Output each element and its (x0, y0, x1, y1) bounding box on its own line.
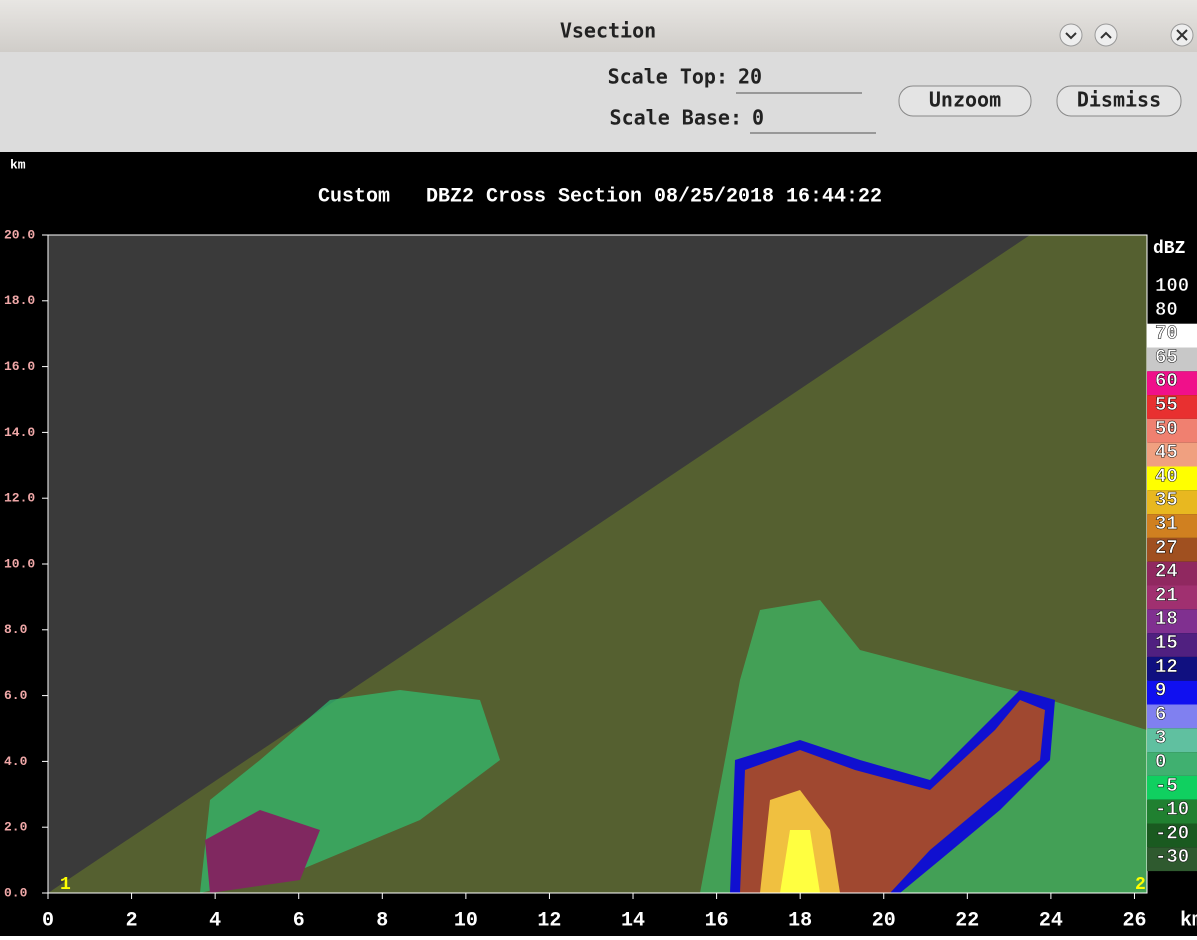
colorbar-label: 100 (1155, 275, 1189, 297)
x-tick-label: 12 (537, 909, 561, 932)
x-tick-label: 20 (872, 909, 896, 932)
y-tick-label: 18.0 (4, 293, 35, 308)
y-unit: km (10, 157, 26, 172)
x-unit: km (1180, 909, 1197, 932)
colorbar-label: 3 (1155, 727, 1166, 749)
y-tick-label: 14.0 (4, 425, 35, 440)
x-tick-label: 8 (376, 909, 388, 932)
scale-top-label: Scale Top: (608, 65, 728, 89)
colorbar-label: 70 (1155, 323, 1178, 345)
screen: Vsection Scale Top: 20 Scale Base: 0 Unz… (0, 0, 1197, 936)
colorbar-label: -10 (1155, 799, 1189, 821)
colorbar-label: 6 (1155, 703, 1166, 725)
x-tick-label: 24 (1039, 909, 1063, 932)
scale-base-input[interactable]: 0 (752, 106, 764, 130)
y-tick-label: 0.0 (4, 885, 28, 900)
y-tick-label: 8.0 (4, 622, 28, 637)
colorbar-label: 40 (1155, 465, 1178, 487)
colorbar-label: 24 (1155, 561, 1178, 583)
colorbar-label: 55 (1155, 394, 1178, 416)
colorbar-label: 27 (1155, 537, 1178, 559)
y-tick-label: 4.0 (4, 754, 28, 769)
x-tick-label: 10 (454, 909, 478, 932)
colorbar-label: 80 (1155, 299, 1178, 321)
window-title: Vsection (560, 19, 656, 43)
x-tick-label: 26 (1122, 909, 1146, 932)
x-tick-label: 22 (955, 909, 979, 932)
button-label[interactable]: Dismiss (1077, 88, 1161, 112)
y-tick-label: 12.0 (4, 491, 35, 506)
button-label[interactable]: Unzoom (929, 88, 1001, 112)
x-tick-label: 0 (42, 909, 54, 932)
x-tick-label: 4 (209, 909, 221, 932)
x-tick-label: 14 (621, 909, 645, 932)
colorbar-label: 31 (1155, 513, 1178, 535)
x-tick-label: 2 (126, 909, 138, 932)
scale-top-input[interactable]: 20 (738, 65, 762, 89)
colorbar-label: 15 (1155, 632, 1178, 654)
colorbar-title: dBZ (1153, 239, 1185, 259)
x-tick-label: 16 (705, 909, 729, 932)
minimize-button[interactable] (1060, 24, 1082, 46)
colorbar-label: 65 (1155, 346, 1178, 368)
colorbar-label: -20 (1155, 822, 1189, 844)
x-tick-label: 6 (293, 909, 305, 932)
colorbar-label: 0 (1155, 751, 1166, 773)
scale-base-label: Scale Base: (610, 106, 742, 130)
colorbar-label: 9 (1155, 680, 1166, 702)
maximize-button[interactable] (1095, 24, 1117, 46)
y-tick-label: 20.0 (4, 227, 35, 242)
colorbar-label: -30 (1155, 846, 1189, 868)
y-tick-label: 10.0 (4, 556, 35, 571)
colorbar-label: 12 (1155, 656, 1178, 678)
colorbar-label: 21 (1155, 584, 1178, 606)
plot-title: Custom DBZ2 Cross Section 08/25/2018 16:… (318, 185, 882, 208)
endpoint-marker: 2 (1135, 875, 1146, 895)
y-tick-label: 6.0 (4, 688, 28, 703)
colorbar-label: 50 (1155, 418, 1178, 440)
page: Vsection Scale Top: 20 Scale Base: 0 Unz… (0, 0, 1197, 936)
colorbar-label: 45 (1155, 442, 1178, 464)
colorbar-label: -5 (1155, 775, 1178, 797)
y-tick-label: 16.0 (4, 359, 35, 374)
colorbar-label: 60 (1155, 370, 1178, 392)
x-tick-label: 18 (788, 909, 812, 932)
radar-field (48, 235, 1147, 893)
y-tick-label: 2.0 (4, 820, 28, 835)
colorbar-label: 18 (1155, 608, 1178, 630)
colorbar-label: 35 (1155, 489, 1178, 511)
endpoint-marker: 1 (60, 875, 71, 895)
